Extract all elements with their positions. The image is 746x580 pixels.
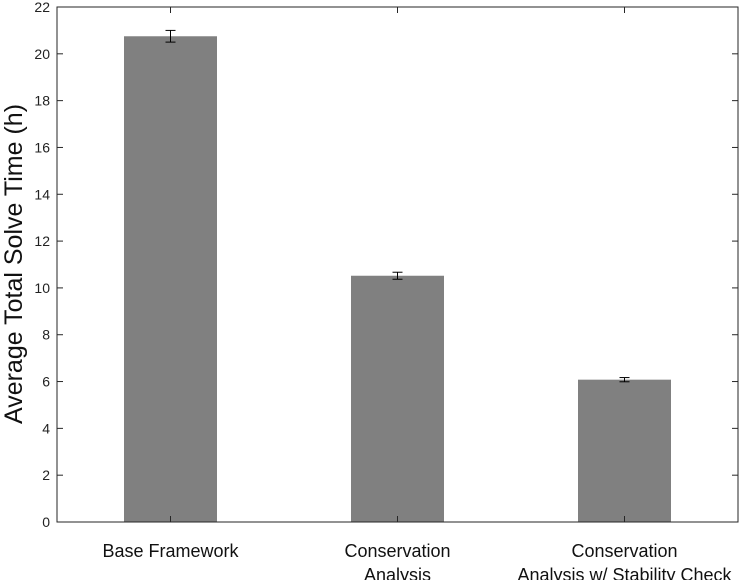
y-tick-label: 4 [42,420,50,436]
y-tick-label: 22 [34,0,50,15]
bars-layer [124,36,671,523]
x-category-label: Base Framework [102,541,239,561]
y-tick-label: 12 [34,233,50,249]
y-tick-label: 2 [42,467,50,483]
y-tick-label: 6 [42,374,50,390]
y-tick-label: 14 [34,186,50,202]
y-tick-label: 10 [34,280,50,296]
x-category-label: Analysis [364,565,431,580]
bar [578,379,671,522]
y-tick-label: 18 [34,93,50,109]
y-axis-label: Average Total Solve Time (h) [0,104,28,424]
bar [351,275,444,522]
y-tick-label: 0 [42,514,50,530]
y-tick-label: 8 [42,327,50,343]
x-axis-ticks: Base Framework Conservation Analysis Conser… [102,7,733,580]
bar [124,36,217,523]
y-axis-ticks: 0 2 4 6 8 10 12 14 16 18 20 22 [34,0,738,530]
y-tick-label: 16 [34,139,50,155]
x-category-label: Conservation [571,541,677,561]
error-bars-layer [165,29,630,383]
x-category-label: Conservation [344,541,450,561]
y-tick-label: 20 [34,46,50,62]
x-category-label: Analysis w/ Stability Check [517,565,732,580]
